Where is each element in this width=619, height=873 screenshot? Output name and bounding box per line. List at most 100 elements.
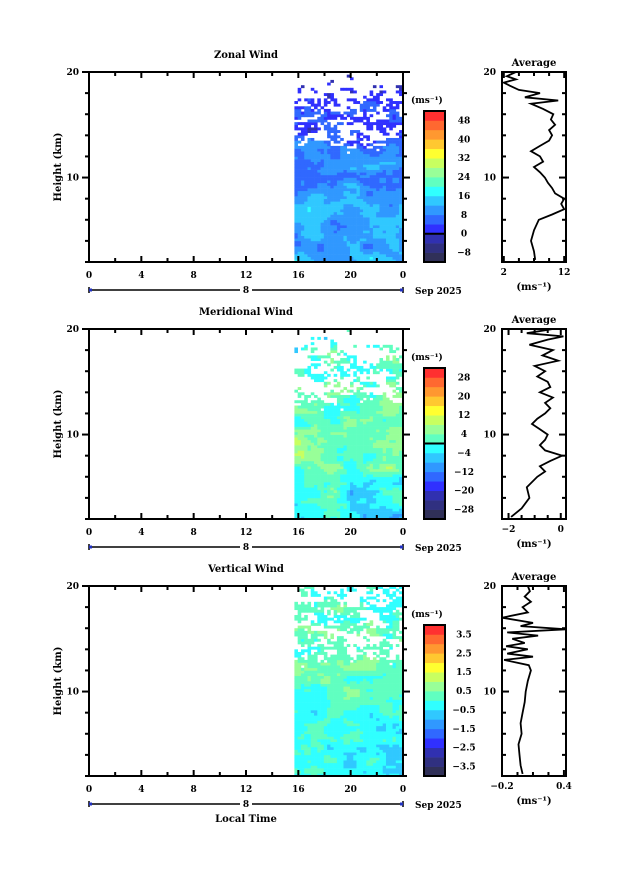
heatmap-cell xyxy=(304,445,308,449)
heatmap-cell xyxy=(294,180,298,184)
heatmap-cell xyxy=(376,103,380,107)
heatmap-cell xyxy=(327,476,331,480)
heatmap-cell xyxy=(333,127,338,131)
heatmap-cell xyxy=(346,688,351,692)
heatmap-cell xyxy=(300,468,305,472)
heatmap-cell xyxy=(366,513,370,517)
heatmap-cell xyxy=(350,363,354,367)
heatmap-cell xyxy=(307,137,312,141)
heatmap-cell xyxy=(314,696,318,700)
heatmap-cell xyxy=(317,376,321,380)
heatmap-cell xyxy=(327,413,331,417)
heatmap-cell xyxy=(379,235,384,239)
heatmap-cell xyxy=(372,431,377,435)
heatmap-cell xyxy=(323,405,328,409)
heatmap-cell xyxy=(336,140,341,144)
heatmap-cell xyxy=(359,460,364,464)
heatmap-cell xyxy=(323,167,328,170)
heatmap-cell xyxy=(379,505,384,509)
heatmap-cell xyxy=(297,185,302,189)
heatmap-cell xyxy=(376,172,380,176)
heatmap-cell xyxy=(363,416,367,420)
heatmap-cell xyxy=(372,463,377,467)
heatmap-cell xyxy=(385,201,390,205)
heatmap-cell xyxy=(346,725,351,729)
heatmap-cell xyxy=(346,174,351,178)
heatmap-cell xyxy=(340,402,344,406)
day-label: 8 xyxy=(243,543,249,553)
heatmap-cell xyxy=(304,495,308,499)
heatmap-cell xyxy=(314,710,318,713)
heatmap-cell xyxy=(376,203,380,207)
heatmap-cell xyxy=(340,232,344,236)
heatmap-cell xyxy=(320,471,325,475)
heatmap-cell xyxy=(359,225,364,228)
heatmap-cell xyxy=(395,505,400,509)
heatmap-cell xyxy=(304,437,308,441)
heatmap-cell xyxy=(300,497,305,501)
colorbar-swatch xyxy=(424,452,445,463)
heatmap-cell xyxy=(336,169,341,173)
heatmap-cell xyxy=(294,246,298,250)
heatmap-cell xyxy=(314,746,318,750)
heatmap-cell xyxy=(363,153,367,157)
heatmap-cell xyxy=(379,421,384,425)
heatmap-cell xyxy=(399,256,403,260)
heatmap-cell xyxy=(317,765,321,769)
heatmap-cell xyxy=(350,458,354,462)
heatmap-cell xyxy=(317,127,321,131)
heatmap-cell xyxy=(307,604,312,608)
heatmap-cell xyxy=(310,98,315,102)
heatmap-cell xyxy=(336,103,341,107)
heatmap-cell xyxy=(317,728,321,732)
heatmap-cell xyxy=(294,474,298,478)
heatmap-cell xyxy=(297,487,302,491)
heatmap-cell xyxy=(350,227,354,231)
heatmap-cell xyxy=(379,93,384,97)
heatmap-cell xyxy=(323,127,328,131)
heatmap-cell xyxy=(327,135,331,139)
heatmap-cell xyxy=(379,405,384,409)
heatmap-cell xyxy=(336,424,341,427)
heatmap-cell xyxy=(369,211,374,215)
heatmap-cell xyxy=(379,246,384,250)
heatmap-cell xyxy=(389,460,393,464)
heatmap-cell xyxy=(300,256,305,260)
heatmap-cell xyxy=(382,508,387,512)
heatmap-cell xyxy=(392,140,397,144)
heatmap-cell xyxy=(310,516,315,520)
heatmap-cell xyxy=(330,201,334,205)
heatmap-cell xyxy=(317,336,321,340)
heatmap-cell xyxy=(392,206,397,210)
heatmap-cell xyxy=(336,752,341,756)
heatmap-cell xyxy=(379,365,384,369)
heatmap-cell xyxy=(297,453,302,456)
heatmap-cell xyxy=(376,211,380,215)
heatmap-cell xyxy=(336,243,341,247)
heatmap-cell xyxy=(297,466,302,470)
heatmap-cell xyxy=(297,437,302,441)
heatmap-cell xyxy=(346,227,351,231)
heatmap-cell xyxy=(346,744,351,748)
heatmap-cell xyxy=(395,211,400,215)
heatmap-cell xyxy=(366,466,370,470)
heatmap-cell xyxy=(392,198,397,202)
heatmap-cell xyxy=(314,500,318,504)
heatmap-cell xyxy=(307,754,312,758)
heatmap-cell xyxy=(385,193,390,197)
heatmap-cell xyxy=(323,460,328,464)
heatmap-cell xyxy=(340,683,344,687)
heatmap-cell xyxy=(399,489,403,493)
heatmap-cell xyxy=(395,111,400,115)
heatmap-cell xyxy=(392,474,397,478)
heatmap-cell xyxy=(340,707,344,711)
heatmap-cell xyxy=(294,405,298,409)
heatmap-cell xyxy=(343,696,348,700)
heatmap-cell xyxy=(304,466,308,470)
heatmap-cell xyxy=(395,492,400,496)
heatmap-cell xyxy=(359,418,364,422)
heatmap-cell xyxy=(356,489,361,493)
heatmap-cell xyxy=(297,256,302,260)
heatmap-cell xyxy=(353,402,357,406)
heatmap-cell xyxy=(330,479,334,483)
